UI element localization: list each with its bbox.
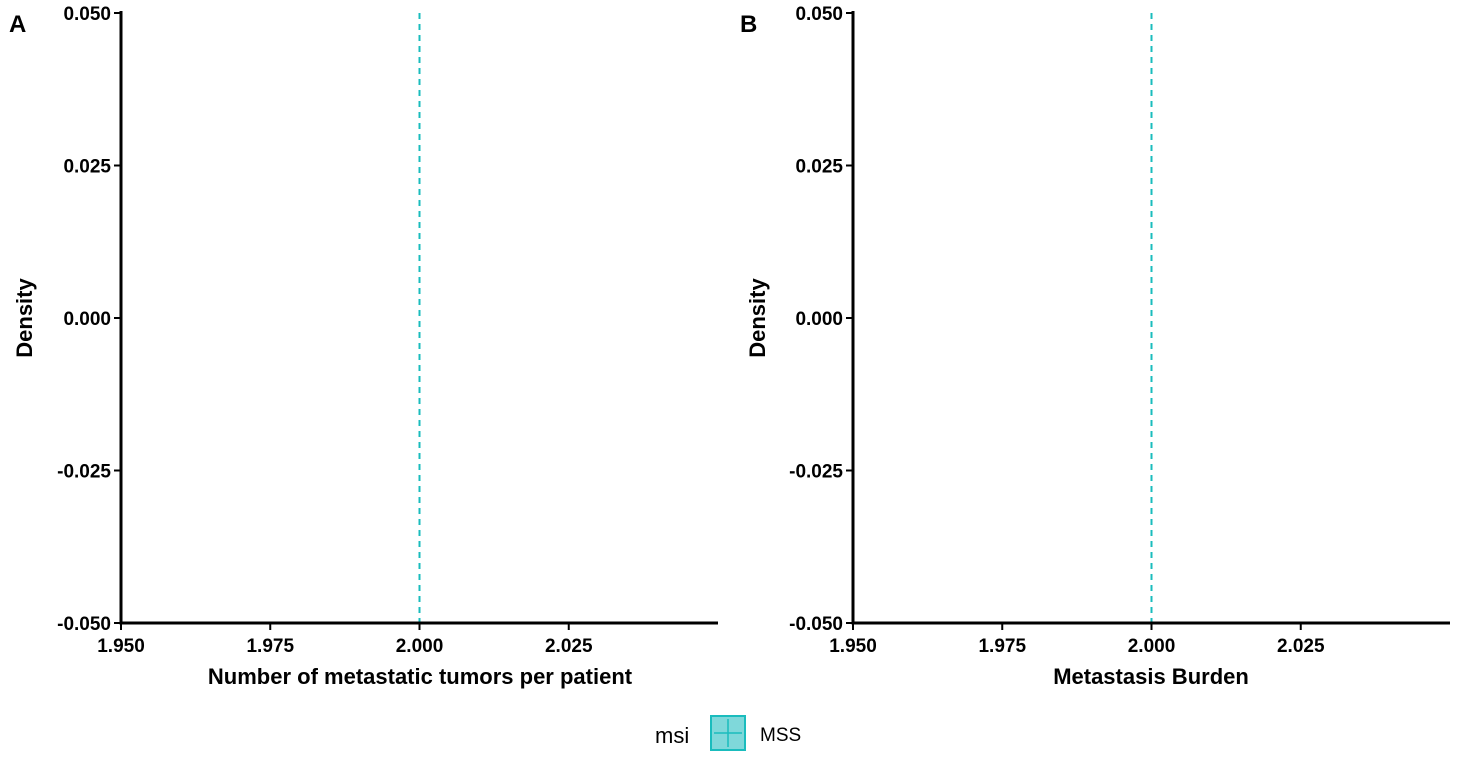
y-axis-title: Density [12,278,37,358]
panel-label: A [9,11,26,38]
y-axis-title: Density [745,278,770,358]
y-tick-label: 0.050 [795,4,843,25]
y-tick-label: -0.025 [57,462,111,483]
panel-label: B [740,11,757,38]
x-tick-label: 2.025 [545,636,593,657]
y-tick-label: -0.050 [789,614,843,635]
legend-label: MSS [760,725,801,746]
x-axis-title: Number of metastatic tumors per patient [208,664,633,689]
y-tick-label: 0.050 [63,4,111,25]
x-tick-label: 1.975 [978,636,1026,657]
x-axis-title: Metastasis Burden [1053,664,1249,689]
y-tick-label: -0.050 [57,614,111,635]
y-tick-label: -0.025 [789,462,843,483]
y-tick-label: 0.025 [63,157,111,178]
x-tick-label: 2.025 [1277,636,1325,657]
legend-title: msi [655,723,689,748]
x-tick-label: 1.975 [246,636,294,657]
x-tick-label: 1.950 [829,636,877,657]
x-tick-label: 2.000 [1128,636,1176,657]
y-tick-label: 0.000 [795,309,843,330]
x-tick-label: 2.000 [396,636,444,657]
x-tick-label: 1.950 [97,636,145,657]
y-tick-label: 0.025 [795,157,843,178]
y-tick-label: 0.000 [63,309,111,330]
